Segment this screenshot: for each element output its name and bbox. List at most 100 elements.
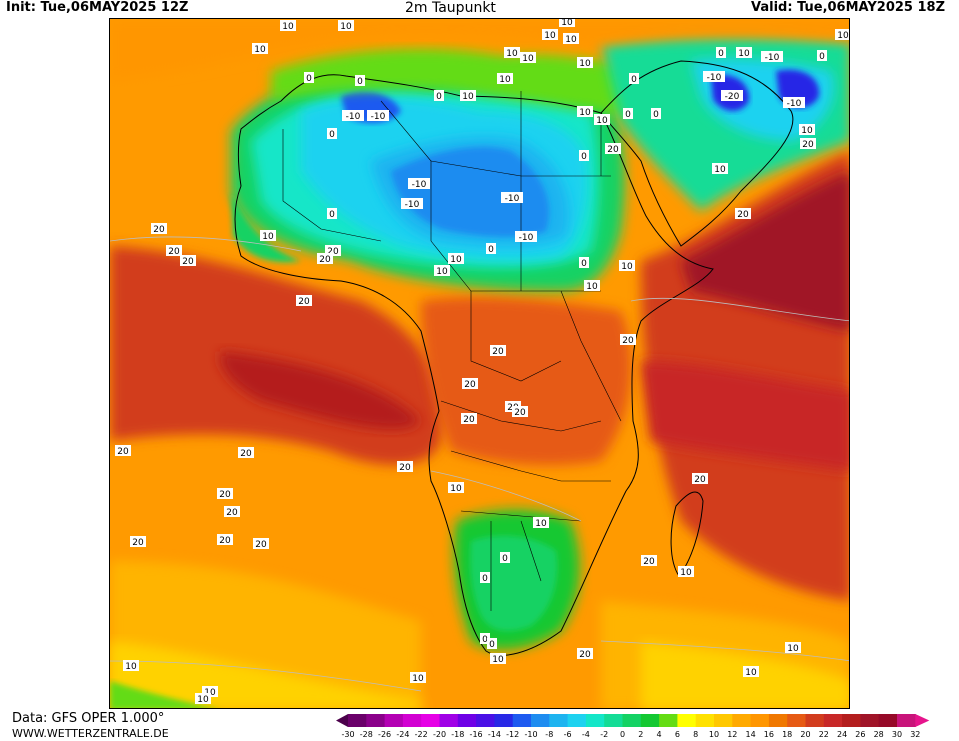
contour-label: 0: [629, 73, 639, 85]
svg-text:0: 0: [625, 110, 631, 120]
svg-text:20: 20: [327, 247, 339, 257]
legend-tick-label: 20: [800, 730, 811, 739]
legend-swatch: [348, 714, 367, 727]
contour-label: 20: [620, 334, 636, 346]
contour-label: 0: [327, 128, 337, 140]
contour-label: 10: [410, 672, 426, 684]
legend-tick-label: -8: [545, 730, 554, 739]
svg-text:-10: -10: [346, 112, 361, 122]
svg-text:10: 10: [436, 267, 448, 277]
svg-text:20: 20: [298, 297, 310, 307]
svg-text:10: 10: [340, 22, 352, 32]
contour-label: 0: [480, 572, 490, 584]
svg-text:0: 0: [482, 574, 488, 584]
legend-tick-label: -24: [396, 730, 410, 739]
contour-label: 10: [195, 693, 211, 705]
svg-text:10: 10: [506, 49, 518, 59]
contour-label: 10: [252, 43, 268, 55]
legend-tick-label: -6: [563, 730, 572, 739]
contour-label: 20: [800, 138, 816, 150]
legend-swatch: [384, 714, 404, 727]
contour-lines: [110, 236, 849, 692]
svg-text:0: 0: [653, 110, 659, 120]
svg-text:10: 10: [579, 59, 591, 69]
legend-swatch: [512, 714, 532, 727]
contour-label: -10: [501, 192, 523, 204]
legend-arrow-left: [336, 714, 348, 727]
legend-tick-label: 18: [782, 730, 793, 739]
svg-text:20: 20: [737, 210, 749, 220]
svg-text:10: 10: [837, 31, 849, 41]
legend-tick-label: 22: [818, 730, 829, 739]
valid-time-label: Valid: Tue,06MAY2025 18Z: [751, 0, 945, 15]
contour-label: -10: [703, 71, 725, 83]
svg-text:20: 20: [579, 650, 591, 660]
legend-tick-label: 4: [656, 730, 662, 739]
svg-text:0: 0: [489, 640, 495, 650]
contour-label: 20: [253, 538, 269, 550]
contour-label: 10: [619, 260, 635, 272]
legend-swatch: [439, 714, 459, 727]
contour-label: 20: [735, 208, 751, 220]
country-borders: [282, 91, 622, 611]
contour-label: 20: [217, 488, 233, 500]
contour-label: 20: [151, 223, 167, 235]
svg-text:10: 10: [621, 262, 633, 272]
svg-text:0: 0: [631, 75, 637, 85]
svg-text:10: 10: [450, 484, 462, 494]
svg-text:10: 10: [714, 165, 726, 175]
svg-text:20: 20: [464, 380, 476, 390]
legend-tick-label: 12: [727, 730, 738, 739]
svg-text:20: 20: [182, 257, 194, 267]
contour-label: 20: [325, 245, 341, 257]
contour-label: 20: [512, 406, 528, 418]
svg-text:20: 20: [117, 447, 129, 457]
contour-label: 10: [577, 57, 593, 69]
legend-tick-label: 6: [674, 730, 680, 739]
contour-label: 20: [217, 534, 233, 546]
svg-text:0: 0: [581, 152, 587, 162]
contour-label: 10: [835, 29, 849, 41]
legend-swatch: [805, 714, 825, 727]
contour-label: 10: [497, 73, 513, 85]
contour-label: 10: [504, 47, 520, 59]
contour-label: 10: [434, 265, 450, 277]
legend-swatch: [659, 714, 678, 727]
legend-swatch: [457, 714, 477, 727]
svg-text:0: 0: [502, 554, 508, 564]
legend-tick-label: -18: [451, 730, 465, 739]
svg-text:20: 20: [607, 145, 619, 155]
legend-tick-label: 32: [910, 730, 921, 739]
contour-label: 10: [563, 33, 579, 45]
africa-coastline: [234, 74, 714, 656]
legend-tick-label: 2: [638, 730, 644, 739]
contour-label: 10: [448, 482, 464, 494]
legend-tick-label: -2: [600, 730, 609, 739]
color-scale-legend: -30 -28 -26 -24 -22 -20 -18 -16 -14 -12 -10 -8 -6 -4-…: [336, 713, 959, 741]
contour-label: 0: [304, 72, 314, 84]
svg-text:10: 10: [738, 49, 750, 59]
contour-label: 10: [584, 280, 600, 292]
svg-text:-10: -10: [412, 180, 427, 190]
contour-label: 10: [678, 566, 694, 578]
svg-text:20: 20: [219, 490, 231, 500]
svg-text:10: 10: [450, 255, 462, 265]
svg-text:-10: -10: [405, 200, 420, 210]
contour-label: 20: [397, 461, 413, 473]
svg-text:10: 10: [579, 108, 591, 118]
svg-text:10: 10: [544, 31, 556, 41]
contour-label: 0: [434, 90, 444, 102]
legend-tick-label: -22: [414, 730, 428, 739]
contour-label: -10: [342, 110, 364, 122]
legend-swatch: [714, 714, 733, 727]
contour-label: 10: [799, 124, 815, 136]
contour-label: 0: [487, 638, 497, 650]
svg-text:-10: -10: [765, 53, 780, 63]
legend-tick-label: -28: [359, 730, 373, 739]
legend-swatch: [531, 714, 550, 727]
legend-swatch: [750, 714, 770, 727]
svg-text:10: 10: [462, 92, 474, 102]
contour-label: 0: [716, 47, 726, 59]
svg-text:20: 20: [219, 536, 231, 546]
